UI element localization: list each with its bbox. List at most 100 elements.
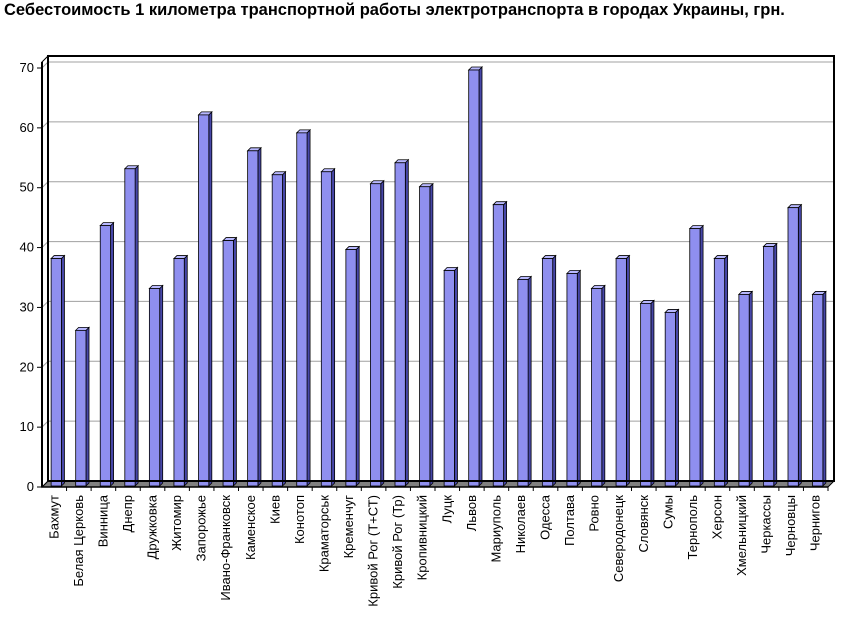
bar-top	[639, 300, 655, 304]
bar-side	[134, 164, 139, 487]
bar-side	[797, 203, 802, 487]
x-tick-label: Конотоп	[292, 495, 307, 544]
bar-top	[172, 255, 189, 259]
bar-side	[282, 170, 286, 487]
x-tick-label: Киев	[267, 495, 282, 524]
x-tick-label: Житомир	[169, 495, 184, 551]
x-tick-label: Хмельницкий	[734, 495, 749, 576]
bar-side	[61, 254, 65, 487]
bar-side	[183, 254, 188, 487]
bar-top	[811, 291, 827, 295]
bar-side	[773, 242, 778, 487]
y-tick-label: 60	[20, 120, 34, 135]
plot-border	[47, 55, 835, 482]
x-tick-label: Сумы	[660, 495, 675, 529]
bar-side	[478, 66, 483, 487]
bar-side	[527, 275, 532, 487]
x-tick-label: Кривой Рог (Т+СТ)	[366, 495, 381, 607]
bar-side	[331, 167, 336, 487]
bar-top	[344, 246, 361, 250]
bar-top	[148, 285, 164, 289]
bar-side	[625, 254, 630, 487]
bar	[566, 273, 578, 487]
bar-top	[394, 159, 410, 164]
y-tick-label: 0	[27, 479, 34, 494]
bar-top	[467, 66, 483, 71]
bar-top	[590, 285, 606, 289]
x-tick-label: Ивано-Франковск	[218, 495, 233, 601]
bar-side	[724, 254, 729, 487]
bar	[787, 207, 799, 487]
bar-top	[787, 204, 803, 209]
bar-side	[576, 269, 581, 487]
x-tick-label: Белая Церковь	[71, 495, 86, 587]
bar-side	[454, 266, 458, 487]
bar-side	[552, 254, 557, 487]
bar	[198, 114, 210, 487]
x-tick-label: Днепр	[120, 495, 135, 532]
bar-top	[99, 222, 115, 227]
bar	[517, 279, 529, 487]
bar-top	[713, 255, 729, 259]
y-tick-label: 10	[20, 419, 34, 434]
x-tick-label: Кривой Рог (Тр)	[390, 495, 405, 589]
bar-top	[418, 183, 434, 188]
bar	[99, 225, 111, 487]
bar	[591, 288, 603, 487]
bar	[271, 174, 283, 487]
x-tick-label: Запорожье	[194, 495, 209, 561]
bar-top	[688, 225, 705, 230]
bar	[541, 258, 554, 487]
y-tick-label: 30	[20, 299, 34, 314]
bar-side	[85, 326, 90, 487]
bar	[738, 294, 750, 487]
bar	[419, 186, 431, 487]
bar-top	[74, 326, 90, 331]
bar	[615, 258, 627, 487]
bar-side	[503, 200, 507, 487]
bar	[296, 132, 308, 487]
bar	[492, 204, 504, 487]
bar-side	[650, 299, 655, 487]
x-tick-label: Полтава	[562, 494, 577, 546]
bar	[320, 171, 333, 487]
bar	[713, 258, 726, 487]
x-tick-label: Кременчуг	[341, 495, 356, 559]
y-tick-label: 50	[20, 180, 34, 195]
bar	[247, 150, 259, 487]
bar-top	[295, 129, 312, 134]
x-tick-label: Черновцы	[783, 495, 798, 556]
x-tick-label: Бахмут	[46, 495, 61, 539]
x-tick-label: Северодонецк	[611, 495, 626, 582]
bar-side	[355, 245, 360, 487]
bar-top	[222, 237, 238, 241]
bar-side	[748, 290, 753, 487]
bar-top	[50, 255, 66, 259]
bar-top	[762, 243, 778, 247]
bar-side	[699, 224, 704, 487]
bar	[222, 240, 234, 487]
x-axis-labels: Бахмут Белая Церковь Винница Днепр Дружковка…	[46, 487, 829, 607]
y-tick-label: 40	[20, 240, 34, 255]
bar-side	[257, 146, 262, 487]
bar-top	[565, 270, 582, 274]
bar	[689, 228, 701, 487]
bar-top	[664, 309, 680, 313]
bar	[148, 288, 161, 487]
x-tick-label: Дружковка	[145, 494, 160, 559]
bar	[50, 258, 62, 487]
x-tick-label: Львов	[464, 495, 479, 531]
bar-side	[208, 110, 213, 487]
bar	[173, 258, 185, 487]
bar	[763, 246, 775, 487]
bar-side	[380, 179, 385, 487]
bar	[75, 329, 87, 487]
x-tick-label: Каменское	[243, 495, 258, 560]
bar-side	[404, 158, 409, 487]
x-tick-label: Николаев	[513, 495, 528, 553]
bar-side	[822, 290, 827, 487]
bar	[394, 162, 406, 487]
bar-side	[110, 221, 114, 487]
x-tick-label: Кропивницкий	[415, 495, 430, 580]
